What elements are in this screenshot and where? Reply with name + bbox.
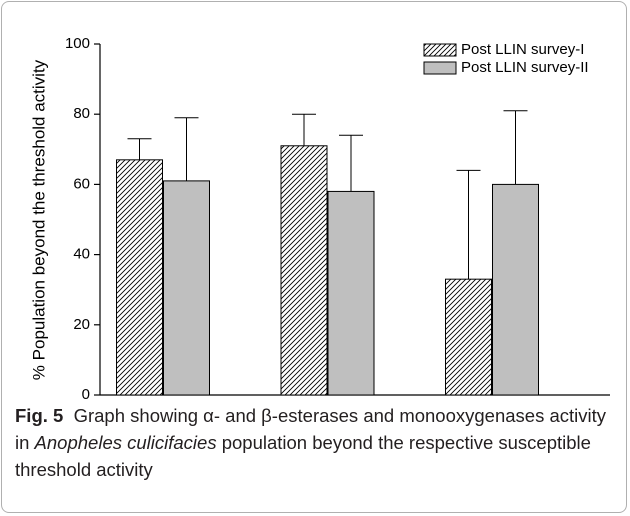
bar [116, 159, 163, 396]
legend-swatch [423, 43, 457, 57]
caption-label: Fig. 5 [15, 405, 64, 426]
bar [327, 190, 375, 396]
caption-text: population beyond the respective suscept… [15, 432, 591, 480]
caption-text: Graph showing α- and β-esterases and mon… [15, 405, 607, 453]
legend-swatch [423, 61, 457, 75]
legend-label: Post LLIN survey-I [461, 41, 584, 58]
y-tick-label: 0 [82, 386, 90, 400]
bar [163, 180, 210, 396]
y-tick-label: 40 [73, 246, 90, 263]
caption-species: Anopheles culicifacies [34, 432, 217, 453]
chart: % Population beyond the threshold activi… [29, 35, 610, 400]
legend-label: Post LLIN survey-II [461, 59, 589, 76]
bar [492, 183, 539, 396]
y-tick-label: 20 [73, 316, 90, 333]
bar [280, 145, 328, 396]
y-tick-label: 100 [65, 35, 90, 52]
y-tick-label: 60 [73, 175, 90, 192]
bar [445, 278, 492, 396]
y-axis-label: % Population beyond the threshold activi… [29, 59, 48, 380]
caption: Fig. 5 Graph showing α- and β-esterases … [15, 402, 615, 483]
y-tick-label: 80 [73, 105, 90, 122]
